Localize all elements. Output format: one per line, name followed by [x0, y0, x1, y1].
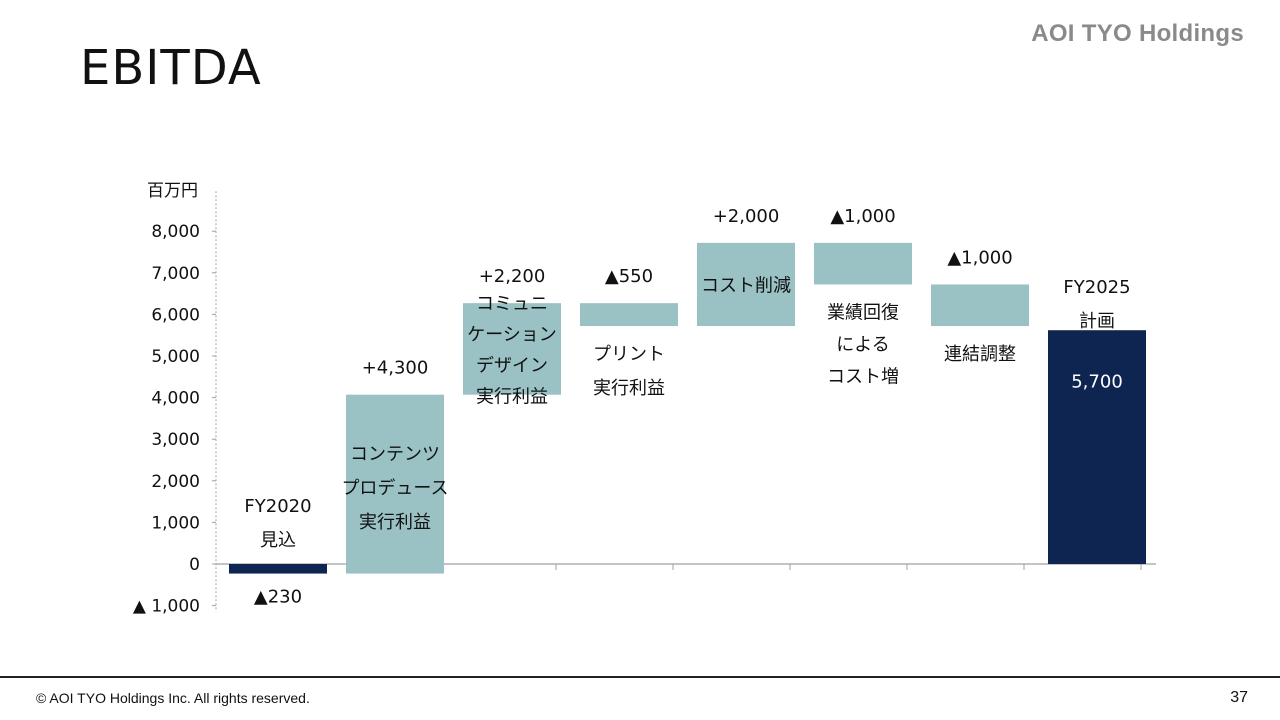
value-label-cost-increase: ▲1,000	[830, 206, 895, 227]
y-tick-label: 4,000	[151, 389, 200, 409]
category-label-communication-design: デザイン	[476, 355, 548, 376]
category-label-contents-produce: コンテンツ	[350, 444, 440, 465]
value-label-print: ▲550	[605, 266, 653, 287]
bar-consolidation-adjustment	[931, 284, 1029, 327]
footer-divider	[0, 676, 1280, 678]
bar-cost-reduction	[697, 242, 795, 327]
page-number: 37	[1230, 689, 1248, 706]
category-label-cost-reduction: コスト削減	[701, 275, 791, 296]
value-label-contents-produce: +4,300	[362, 358, 429, 379]
ebitda-waterfall-chart: 百万円 8,000 7,000 6,000 5,000 4,000 3,000 2,000 1,…	[133, 181, 1156, 617]
page-title: EBITDA	[80, 40, 262, 96]
bar-fy2020	[229, 564, 327, 574]
value-label-fy2025-plan: 5,700	[1071, 372, 1123, 393]
y-tick-label: 3,000	[151, 430, 200, 450]
y-tick-label: 1,000	[151, 513, 200, 533]
bar-contents-produce	[346, 394, 444, 574]
value-label-consolidation-adjustment: ▲1,000	[947, 247, 1012, 268]
category-label-communication-design: ケーション	[467, 324, 557, 345]
category-label-print: 実行利益	[593, 378, 665, 399]
category-label-contents-produce: 実行利益	[359, 512, 431, 533]
y-tick-label: 2,000	[151, 472, 200, 492]
category-label-communication-design: コミュニ	[476, 293, 548, 314]
category-label-cost-increase: 業績回復	[827, 302, 899, 323]
category-label-cost-increase: による	[836, 334, 889, 355]
y-tick-label: 0	[189, 555, 200, 575]
category-label-fy2025-plan: FY2025	[1063, 277, 1130, 298]
y-tick-label: 5,000	[151, 347, 200, 367]
y-tick-label: 7,000	[151, 264, 200, 284]
category-label-print: プリント	[593, 344, 665, 365]
value-label-fy2020: ▲230	[254, 587, 302, 608]
bar-print	[580, 303, 678, 327]
y-tick-label: 8,000	[151, 222, 200, 242]
category-label-communication-design: 実行利益	[476, 386, 548, 407]
category-label-consolidation-adjustment: 連結調整	[944, 344, 1016, 365]
value-label-cost-reduction: +2,000	[713, 206, 780, 227]
category-label-contents-produce: プロデュース	[341, 478, 448, 499]
category-label-fy2025-plan: 計画	[1079, 311, 1115, 332]
y-tick-label: ▲ 1,000	[133, 597, 200, 617]
category-label-fy2020: FY2020	[244, 496, 311, 517]
y-tick-label: 6,000	[151, 305, 200, 325]
bar-cost-increase	[814, 242, 912, 285]
bar-communication-design	[463, 303, 561, 395]
category-label-fy2020: 見込	[260, 530, 296, 551]
category-label-cost-increase: コスト増	[827, 366, 899, 387]
company-logo: AOI TYO Holdings	[1031, 20, 1244, 47]
value-label-communication-design: +2,200	[479, 266, 546, 287]
y-axis-unit-label: 百万円	[147, 181, 198, 201]
copyright-notice: © AOI TYO Holdings Inc. All rights reser…	[36, 690, 310, 706]
bar-fy2025-plan	[1048, 330, 1146, 564]
